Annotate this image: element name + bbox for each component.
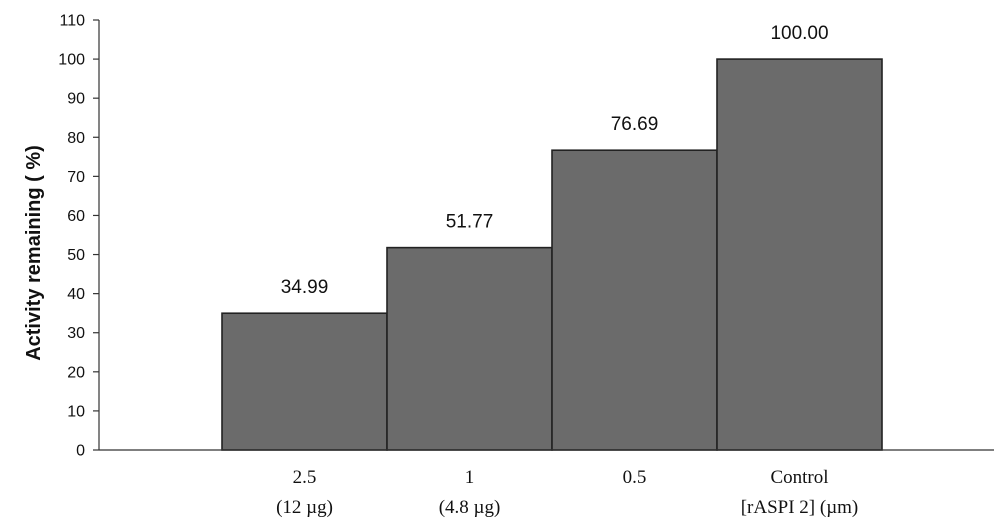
y-tick-label: 30 — [67, 325, 85, 342]
y-axis-title: Activity remaining ( %) — [23, 145, 45, 361]
y-tick-label: 0 — [76, 443, 85, 460]
bar — [716, 58, 883, 451]
y-tick-label: 90 — [67, 91, 85, 108]
bar-value-label: 34.99 — [281, 277, 329, 298]
bar — [551, 149, 718, 451]
y-tick-label: 20 — [67, 364, 85, 381]
x-category-sublabel: (4.8 µg) — [439, 497, 501, 518]
bars-group: 34.99 51.77 76.69 100.00 — [221, 23, 883, 451]
x-category-sublabel: [rASPI 2] (µm) — [741, 497, 859, 518]
x-category-label: Control — [770, 467, 828, 488]
y-tick-label: 70 — [67, 169, 85, 186]
y-tick-label: 110 — [59, 13, 85, 30]
y-tick-label: 40 — [67, 286, 85, 303]
x-category-label: 0.5 — [623, 467, 647, 488]
y-tick-label: 10 — [67, 403, 85, 420]
bar — [221, 312, 388, 451]
y-tick-label: 60 — [67, 208, 85, 225]
x-category-label: 2.5 — [293, 467, 317, 488]
y-tick-label: 50 — [67, 247, 85, 264]
bar-value-label: 100.00 — [770, 23, 828, 44]
y-tick-label: 80 — [67, 130, 85, 147]
bar-value-label: 51.77 — [446, 212, 494, 233]
bar-value-label: 76.69 — [611, 114, 659, 135]
bar — [386, 246, 553, 451]
x-category-label: 1 — [465, 467, 475, 488]
x-category-sublabel: (12 µg) — [276, 497, 333, 518]
x-axis: 2.5 (12 µg) 1 (4.8 µg) 0.5 Control [rASPI 2] (… — [99, 449, 994, 518]
y-tick-label: 100 — [58, 52, 85, 69]
y-axis: 0 10 20 30 40 50 60 70 80 90 100 110 — [58, 13, 100, 460]
